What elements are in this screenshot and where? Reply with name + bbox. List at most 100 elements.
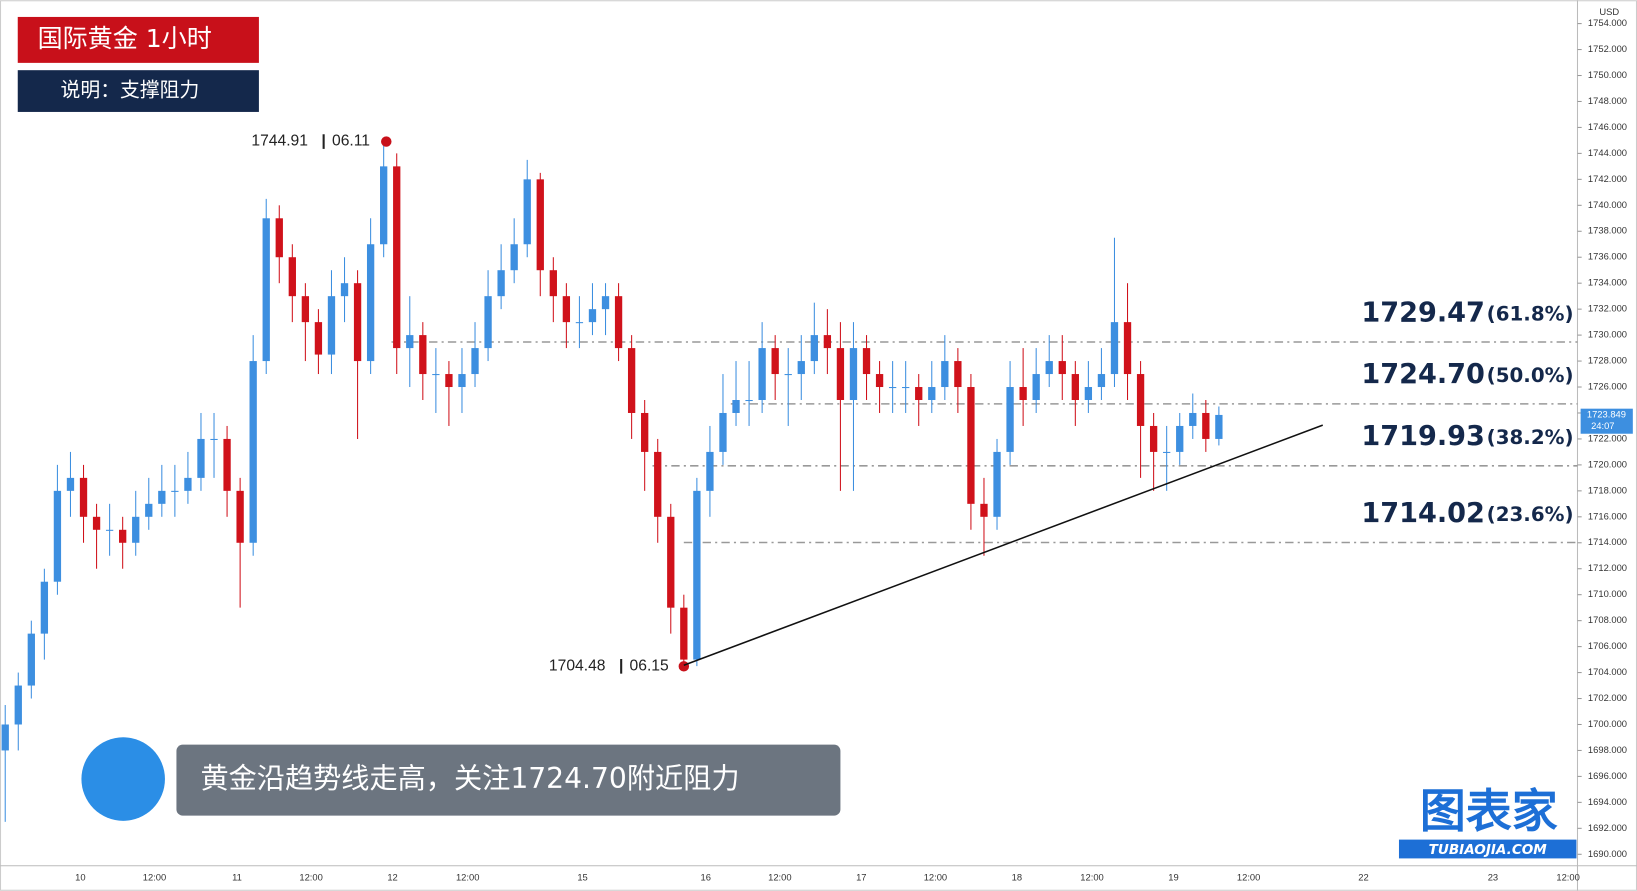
candle-body bbox=[1, 724, 9, 751]
candle-body bbox=[654, 451, 662, 517]
x-tick-label: 12:00 bbox=[1080, 872, 1103, 883]
y-tick-label: 1702.000 bbox=[1588, 692, 1627, 703]
extreme-marker bbox=[678, 661, 690, 672]
candle-body bbox=[810, 335, 818, 362]
candle-body bbox=[745, 400, 753, 402]
candle-body bbox=[92, 516, 101, 530]
candle-body bbox=[1123, 322, 1132, 375]
x-tick-label: 18 bbox=[1012, 872, 1022, 883]
x-tick-label: 11 bbox=[232, 872, 242, 883]
level-ratio: (38.2%) bbox=[1487, 426, 1574, 449]
candle-body bbox=[1215, 414, 1223, 439]
x-tick-label: 16 bbox=[701, 872, 711, 883]
price-tag bbox=[1580, 408, 1633, 434]
x-tick-label: 12:00 bbox=[456, 872, 479, 883]
candle-body bbox=[66, 477, 75, 491]
y-tick-label: 1746.000 bbox=[1588, 121, 1627, 132]
level-ratio: (50.0%) bbox=[1487, 364, 1574, 387]
extreme-date: 06.15 bbox=[630, 657, 669, 674]
y-tick-label: 1740.000 bbox=[1588, 199, 1627, 210]
price-tag-label: 1723.849 bbox=[1587, 408, 1626, 419]
candle-body bbox=[1019, 387, 1027, 401]
candle-body bbox=[523, 179, 531, 245]
candle-body bbox=[614, 296, 623, 349]
logo: 图表家 bbox=[1420, 784, 1558, 838]
candle-body bbox=[1136, 374, 1145, 426]
candle-body bbox=[484, 296, 492, 349]
x-tick-label: 12:00 bbox=[1556, 872, 1579, 883]
candle-body bbox=[1045, 361, 1053, 375]
y-tick-label: 1726.000 bbox=[1588, 381, 1627, 392]
candle-body bbox=[732, 400, 740, 413]
candle-body bbox=[419, 335, 427, 375]
candle-body bbox=[458, 374, 466, 388]
candle-body bbox=[823, 335, 832, 349]
candle-body bbox=[915, 387, 923, 401]
candle-body bbox=[288, 257, 296, 297]
candle-body bbox=[875, 374, 884, 388]
candle-body bbox=[119, 529, 127, 543]
extreme-label: 1704.48 bbox=[549, 657, 606, 674]
level-label: 1729.47 bbox=[1361, 297, 1485, 328]
y-tick-label: 1708.000 bbox=[1588, 614, 1627, 625]
level-label: 1719.93 bbox=[1361, 421, 1485, 452]
candle-body bbox=[1176, 425, 1184, 452]
y-tick-label: 1732.000 bbox=[1588, 303, 1627, 314]
candle-body bbox=[849, 348, 858, 401]
candle-body bbox=[353, 283, 362, 362]
y-tick-label: 1690.000 bbox=[1588, 848, 1627, 859]
candle-body bbox=[980, 503, 988, 517]
candle-body bbox=[862, 348, 871, 375]
caption-box bbox=[176, 744, 841, 816]
candle-body bbox=[14, 685, 22, 725]
candle-body bbox=[1006, 387, 1014, 452]
x-tick-label: 22 bbox=[1358, 872, 1368, 883]
candle-body bbox=[53, 490, 62, 582]
y-tick-label: 1712.000 bbox=[1588, 562, 1627, 573]
x-tick-label: 12:00 bbox=[1237, 872, 1260, 883]
y-tick-label: 1748.000 bbox=[1588, 95, 1627, 106]
candle-body bbox=[941, 361, 949, 388]
y-tick-label: 1706.000 bbox=[1588, 640, 1627, 651]
candle-body bbox=[40, 581, 49, 634]
level-ratio: (61.8%) bbox=[1487, 302, 1574, 325]
candle-body bbox=[967, 387, 975, 504]
x-tick-label: 15 bbox=[577, 872, 587, 883]
candle-body bbox=[667, 516, 675, 608]
extreme-date: 06.11 bbox=[332, 133, 370, 150]
candle-body bbox=[184, 477, 192, 491]
candle-body bbox=[132, 516, 140, 543]
candle-body bbox=[275, 218, 283, 258]
candle-body bbox=[510, 244, 518, 271]
candle-body bbox=[380, 166, 388, 245]
plot: 1690.000 1692.000 1694.000 1696.000 1698.000… bbox=[1, 17, 1627, 883]
candle-body bbox=[301, 296, 310, 323]
robot-icon bbox=[81, 737, 165, 821]
candle-body bbox=[171, 490, 179, 492]
x-tick-label: 17 bbox=[856, 872, 866, 883]
candle-body bbox=[27, 633, 35, 686]
candle-body bbox=[314, 322, 323, 355]
y-tick-label: 1710.000 bbox=[1588, 588, 1627, 599]
y-tick-label: 1754.000 bbox=[1588, 17, 1627, 28]
candle-body bbox=[680, 607, 688, 660]
candle-body bbox=[445, 374, 453, 388]
currency: USD bbox=[1599, 6, 1619, 17]
level-label: 1724.70 bbox=[1361, 359, 1485, 390]
candle-body bbox=[249, 361, 257, 543]
x-tick-label: 12:00 bbox=[924, 872, 947, 883]
candle-body bbox=[197, 438, 205, 478]
subtitle-box bbox=[17, 70, 259, 112]
logo-bar bbox=[1398, 839, 1577, 859]
subtitle: 说明：支撑阻力 bbox=[61, 79, 200, 102]
x-tick-label: 19 bbox=[1168, 872, 1178, 883]
candle-body bbox=[1189, 412, 1197, 426]
candle-body bbox=[236, 490, 244, 543]
y-tick-label: 1750.000 bbox=[1588, 69, 1627, 80]
candle-body bbox=[1097, 374, 1106, 388]
candle-body bbox=[393, 166, 401, 349]
x-tick-label: 10 bbox=[75, 872, 85, 883]
logo-url: TUBIAOJIA.COM bbox=[1429, 842, 1548, 858]
